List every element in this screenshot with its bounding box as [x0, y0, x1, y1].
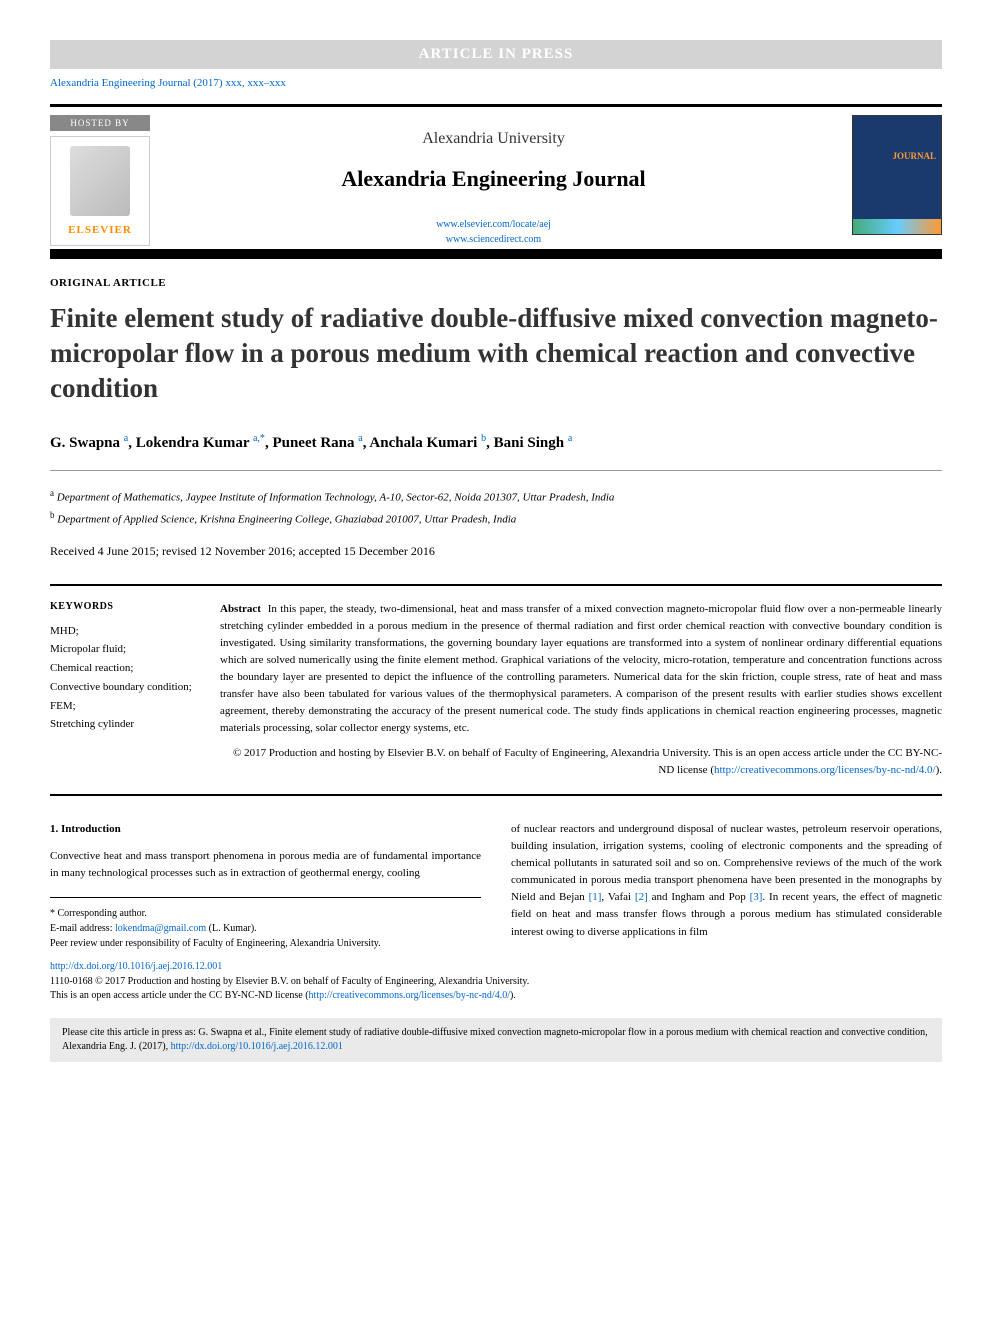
journal-link-elsevier[interactable]: www.elsevier.com/locate/aej	[150, 217, 837, 232]
journal-links: www.elsevier.com/locate/aej www.scienced…	[150, 217, 837, 247]
intro-text-3: and Ingham and Pop	[648, 891, 750, 903]
keywords-list: MHD; Micropolar fluid; Chemical reaction…	[50, 622, 200, 734]
issn-text: 1110-0168 © 2017 Production and hosting …	[50, 976, 529, 987]
introduction-section: 1. Introduction Convective heat and mass…	[50, 821, 942, 951]
affiliations: a Department of Mathematics, Jaypee Inst…	[50, 486, 942, 529]
elsevier-logo: ELSEVIER	[50, 136, 150, 246]
article-dates: Received 4 June 2015; revised 12 Novembe…	[50, 544, 942, 559]
email-link[interactable]: lokendma@gmail.com	[115, 923, 206, 934]
intro-right-column: of nuclear reactors and underground disp…	[511, 821, 942, 951]
hosted-by-box: HOSTED BY ELSEVIER	[50, 115, 150, 246]
cc-close-bottom: ).	[510, 990, 516, 1001]
email-author: (L. Kumar).	[206, 923, 257, 934]
hosted-by-label: HOSTED BY	[50, 115, 150, 131]
abstract-column: Abstract In this paper, the steady, two-…	[220, 601, 942, 779]
email-label: E-mail address:	[50, 923, 115, 934]
intro-left-column: 1. Introduction Convective heat and mass…	[50, 821, 481, 951]
ref-link-3[interactable]: [3]	[750, 891, 763, 903]
journal-name: Alexandria Engineering Journal	[150, 166, 837, 192]
doi-link[interactable]: http://dx.doi.org/10.1016/j.aej.2016.12.…	[50, 961, 942, 972]
bottom-copyright: 1110-0168 © 2017 Production and hosting …	[50, 975, 942, 1003]
journal-header-center: Alexandria University Alexandria Enginee…	[150, 115, 837, 247]
corresponding-author: * Corresponding author.	[50, 906, 481, 921]
abstract-section: KEYWORDS MHD; Micropolar fluid; Chemical…	[50, 584, 942, 796]
header-divider-bar	[50, 249, 942, 259]
cc-link-bottom[interactable]: http://creativecommons.org/licenses/by-n…	[309, 990, 510, 1001]
intro-text-2: , Vafai	[601, 891, 635, 903]
journal-link-sciencedirect[interactable]: www.sciencedirect.com	[150, 232, 837, 247]
abstract-copyright: © 2017 Production and hosting by Elsevie…	[220, 745, 942, 779]
cover-label: JOURNAL	[892, 151, 936, 161]
elsevier-text: ELSEVIER	[68, 224, 132, 236]
citation-doi-link[interactable]: http://dx.doi.org/10.1016/j.aej.2016.12.…	[171, 1041, 343, 1052]
citation-box: Please cite this article in press as: G.…	[50, 1018, 942, 1062]
elsevier-tree-icon	[70, 146, 130, 216]
article-in-press-banner: ARTICLE IN PRESS	[50, 40, 942, 69]
intro-paragraph-right: of nuclear reactors and underground disp…	[511, 821, 942, 940]
keywords-column: KEYWORDS MHD; Micropolar fluid; Chemical…	[50, 601, 220, 779]
divider-line	[50, 470, 942, 471]
cc-close: ).	[936, 764, 942, 776]
intro-paragraph-left: Convective heat and mass transport pheno…	[50, 848, 481, 882]
peer-review-note: Peer review under responsibility of Facu…	[50, 936, 481, 951]
article-type: ORIGINAL ARTICLE	[50, 277, 942, 289]
keywords-heading: KEYWORDS	[50, 601, 200, 612]
journal-cover-image: JOURNAL	[852, 115, 942, 235]
email-line: E-mail address: lokendma@gmail.com (L. K…	[50, 921, 481, 936]
cc-license-link[interactable]: http://creativecommons.org/licenses/by-n…	[714, 764, 936, 776]
ref-link-2[interactable]: [2]	[635, 891, 648, 903]
footnotes: * Corresponding author. E-mail address: …	[50, 897, 481, 951]
header-row: HOSTED BY ELSEVIER Alexandria University…	[50, 104, 942, 247]
journal-reference: Alexandria Engineering Journal (2017) xx…	[50, 77, 942, 89]
abstract-text: In this paper, the steady, two-dimension…	[220, 603, 942, 734]
authors-list: G. Swapna a, Lokendra Kumar a,*, Puneet …	[50, 431, 942, 455]
abstract-label: Abstract	[220, 603, 261, 615]
article-title: Finite element study of radiative double…	[50, 301, 942, 406]
ref-link-1[interactable]: [1]	[589, 891, 602, 903]
cover-stripe	[853, 219, 941, 234]
section-heading: 1. Introduction	[50, 821, 481, 838]
university-name: Alexandria University	[150, 130, 837, 148]
open-access-text: This is an open access article under the…	[50, 990, 309, 1001]
